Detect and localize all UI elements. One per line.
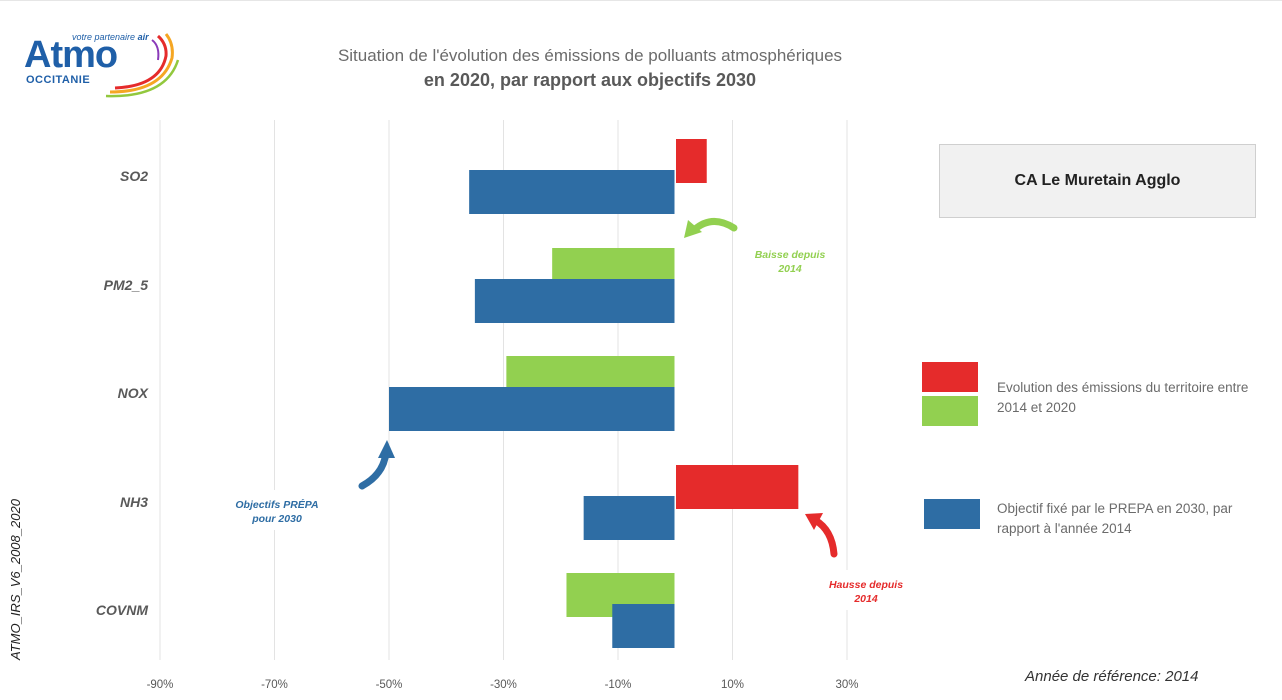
legend-swatch-decrease [922,396,978,426]
annotation-objectifs: Objectifs PRÉPA pour 2030 [235,498,318,525]
arrow-hausse-head-icon [805,513,823,530]
reference-year: Année de référence: 2014 [1025,668,1199,685]
category-label-nox: NOX [118,385,150,401]
legend-swatch-increase [922,362,978,392]
bar-objective-pm2_5 [474,279,676,323]
category-label-so2: SO2 [120,168,148,184]
atmo-logo: votre partenaire air Atmo OCCITANIE [20,26,180,100]
annotation-baisse: Baisse depuis 2014 [755,249,826,275]
logo-wordmark: Atmo [24,34,118,76]
side-label: ATMO_IRS_V6_2008_2020 [8,499,23,660]
legend-objective-text: Objectif fixé par le PREPA en 2030, par r… [997,501,1233,536]
arrow-baisse-icon [690,218,738,234]
category-label-pm2_5: PM2_5 [104,277,149,293]
arrow-baisse-head-icon [684,220,702,238]
category-label-covnm: COVNM [96,602,148,618]
logo-region: OCCITANIE [26,74,91,86]
x-tick-label-5: 10% [721,679,744,691]
bar-objective-nox [389,387,676,431]
annotation-hausse-bg [800,570,930,610]
bar-objective-so2 [469,170,676,214]
bar-objective-nh3 [583,496,676,540]
arrow-hausse-icon [811,516,838,558]
x-tick-label-2: -50% [376,679,403,691]
x-tick-label-6: 30% [835,679,858,691]
chart-title-line1: Situation de l'évolution des émissions d… [337,46,843,65]
logo-tagline: votre partenaire air [72,32,149,42]
chart-title-line2: en 2020, par rapport aux objectifs 2030 [423,70,757,90]
x-tick-label-4: -10% [605,679,632,691]
x-tick-label-0: -90% [147,679,174,691]
category-label-nh3: NH3 [120,494,148,510]
legend-swatch-objective [924,499,980,529]
logo-swoosh-icon [105,33,180,98]
chart-title: Situation de l'évolution des émissions d… [280,44,900,92]
territory-box: CA Le Muretain Agglo [939,144,1256,218]
bar-evolution-nh3 [675,465,799,509]
annotation-baisse-bg [735,240,845,298]
bar-evolution-so2 [675,139,707,183]
legend-evolution-text: Evolution des émissions du territoire en… [997,380,1249,415]
annotation-hausse: Hausse depuis 2014 [829,579,903,605]
arrow-objectifs-head-icon [378,440,395,458]
x-tick-label-1: -70% [261,679,288,691]
x-tick-label-3: -30% [490,679,517,691]
bar-objective-covnm [612,604,676,648]
annotation-objectifs-bg [210,490,340,530]
